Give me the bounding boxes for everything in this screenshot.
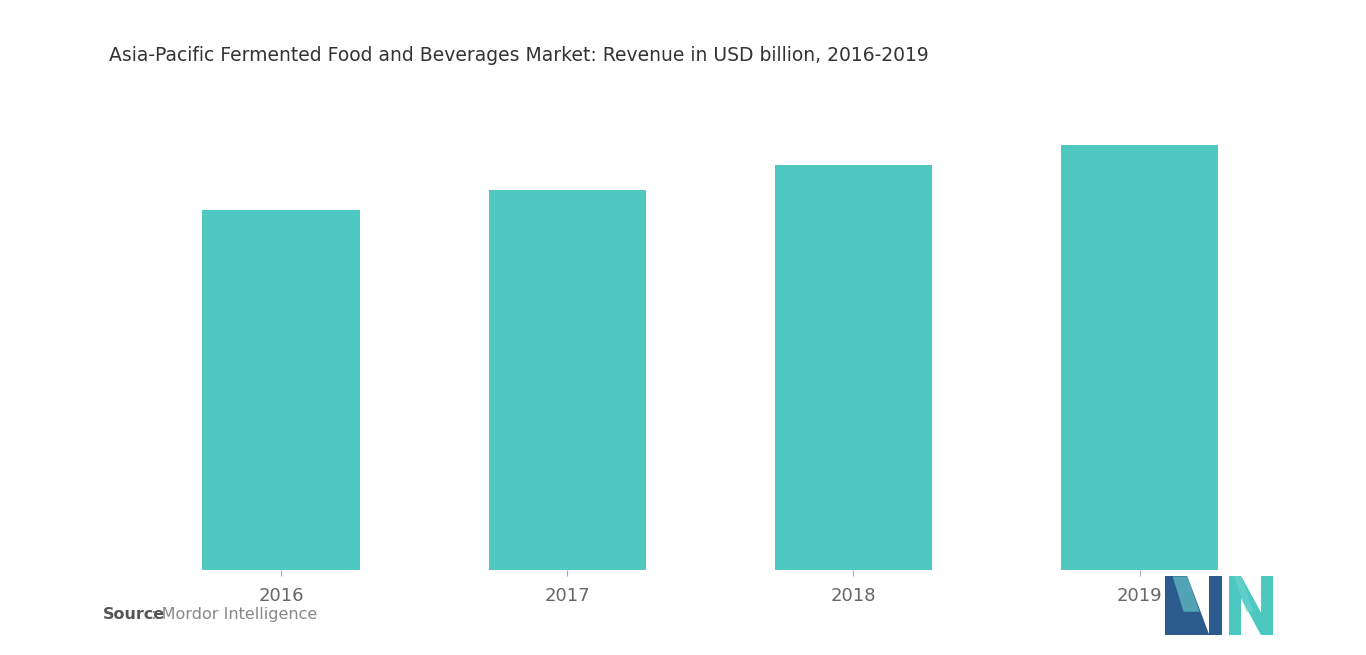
- Text: Asia-Pacific Fermented Food and Beverages Market: Revenue in USD billion, 2016-2: Asia-Pacific Fermented Food and Beverage…: [109, 46, 929, 65]
- Polygon shape: [1172, 576, 1199, 612]
- Polygon shape: [1209, 576, 1221, 635]
- Bar: [202, 210, 359, 570]
- Polygon shape: [1165, 576, 1209, 635]
- Polygon shape: [1229, 576, 1242, 635]
- Polygon shape: [1229, 576, 1273, 635]
- Bar: [775, 165, 932, 570]
- Text: : Mordor Intelligence: : Mordor Intelligence: [146, 607, 317, 622]
- Text: Source: Source: [102, 607, 165, 622]
- Polygon shape: [1165, 576, 1187, 635]
- Bar: [1061, 145, 1218, 570]
- Bar: [489, 190, 646, 570]
- Polygon shape: [1261, 576, 1273, 635]
- Polygon shape: [1233, 576, 1254, 612]
